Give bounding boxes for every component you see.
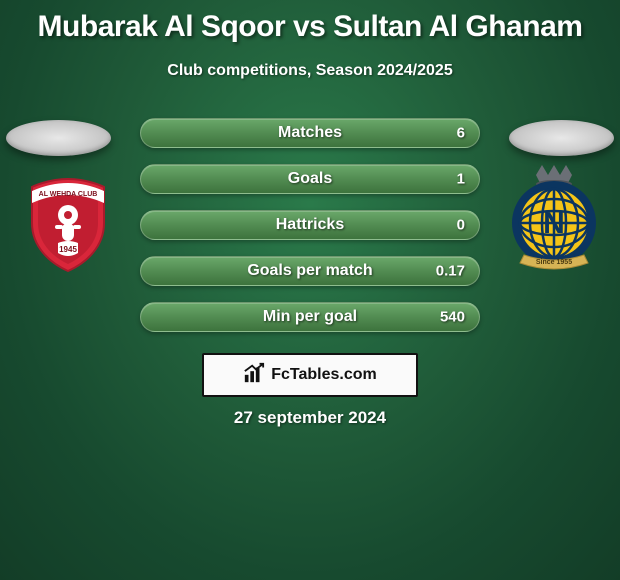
- date-label: 27 september 2024: [0, 408, 620, 428]
- svg-text:Since 1955: Since 1955: [536, 259, 572, 266]
- stat-row-goals-per-match: Goals per match 0.17: [140, 256, 480, 286]
- stat-label: Min per goal: [263, 308, 357, 326]
- chart-icon: [243, 362, 265, 389]
- stat-label: Matches: [278, 124, 342, 142]
- club-crest-left: AL WEHDA CLUB 1945: [18, 173, 118, 273]
- stat-row-hattricks: Hattricks 0: [140, 210, 480, 240]
- brand-label: FcTables.com: [271, 366, 377, 384]
- player-left-avatar-placeholder: [6, 120, 111, 156]
- svg-text:N: N: [543, 207, 565, 240]
- page-title: Mubarak Al Sqoor vs Sultan Al Ghanam: [0, 0, 620, 44]
- stat-value-right: 540: [440, 309, 465, 326]
- svg-text:1945: 1945: [59, 245, 77, 254]
- player-right-avatar-placeholder: [509, 120, 614, 156]
- brand-box[interactable]: FcTables.com: [202, 353, 418, 397]
- stats-column: Matches 6 Goals 1 Hattricks 0 Goals per …: [140, 118, 480, 348]
- svg-text:AL WEHDA CLUB: AL WEHDA CLUB: [39, 191, 98, 198]
- stat-row-matches: Matches 6: [140, 118, 480, 148]
- stat-value-right: 0.17: [436, 263, 465, 280]
- club-crest-right: N Since 1955: [502, 173, 602, 273]
- stat-row-goals: Goals 1: [140, 164, 480, 194]
- stat-value-right: 1: [457, 171, 465, 188]
- stat-row-min-per-goal: Min per goal 540: [140, 302, 480, 332]
- stat-value-right: 0: [457, 217, 465, 234]
- comparison-card: Mubarak Al Sqoor vs Sultan Al Ghanam Clu…: [0, 0, 620, 580]
- stat-label: Goals: [288, 170, 332, 188]
- stat-label: Hattricks: [276, 216, 344, 234]
- stat-value-right: 6: [457, 125, 465, 142]
- subtitle: Club competitions, Season 2024/2025: [0, 62, 620, 80]
- stat-label: Goals per match: [247, 262, 372, 280]
